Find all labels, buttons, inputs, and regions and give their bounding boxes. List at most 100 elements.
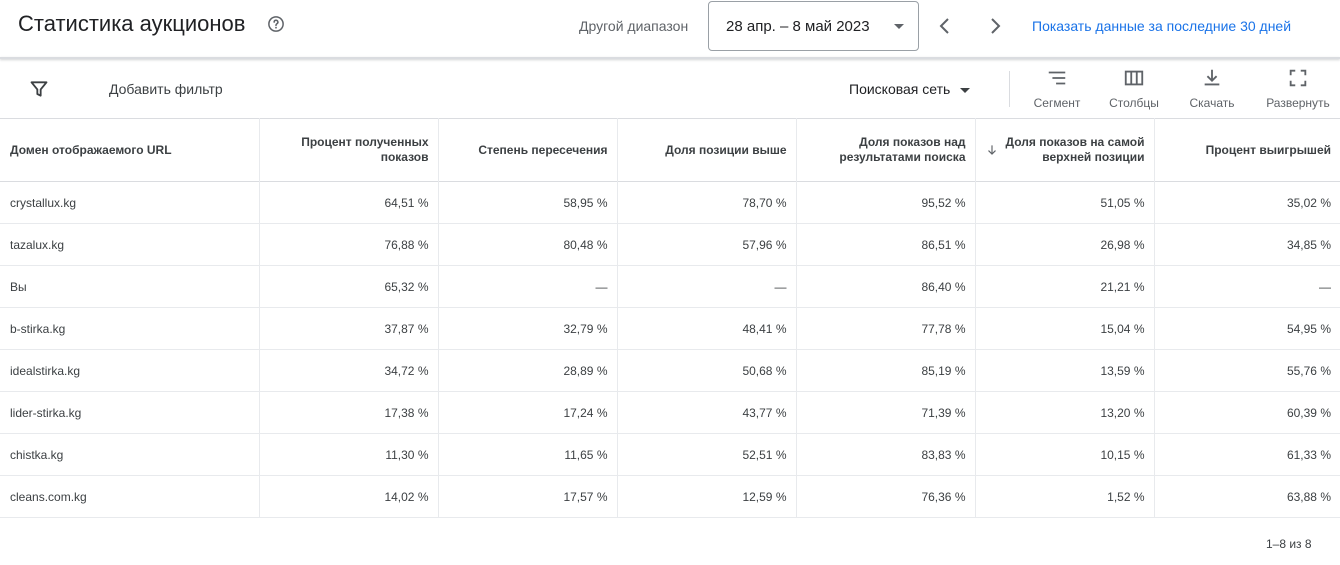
outranking-cell: 35,02 % — [1286, 195, 1331, 210]
position-above-cell: 43,77 % — [617, 391, 797, 434]
position-above-cell: 12,59 % — [617, 475, 797, 518]
outranking-cell: 63,88 % — [1286, 489, 1331, 504]
date-range-value: 28 апр. – 8 май 2023 — [726, 18, 870, 35]
expand-button[interactable]: Развернуть — [1259, 67, 1337, 110]
table-row: lider-stirka.kg 17,38 % 17,24 % 43,77 % 71,3… — [0, 391, 1340, 434]
column-header-abs-top[interactable]: Доля показов на самой верхней позиции — [975, 118, 1155, 182]
chevron-right-icon[interactable] — [983, 14, 1007, 38]
segment-icon — [1048, 71, 1066, 85]
outranking-cell: 54,95 % — [1286, 321, 1331, 336]
table-header-row: Домен отображаемого URL Процент полученн… — [0, 118, 1340, 182]
outranking-cell: — — [1319, 279, 1331, 294]
impression-share-cell: 65,32 % — [259, 265, 439, 308]
impression-share-cell: 76,88 % — [259, 223, 439, 266]
download-icon — [1204, 69, 1220, 86]
domain-cell: crystallux.kg — [0, 181, 260, 224]
network-select[interactable]: Поисковая сеть — [849, 81, 971, 97]
chevron-left-icon[interactable] — [933, 14, 957, 38]
position-above-cell: 52,51 % — [617, 433, 797, 476]
overlap-rate-cell: 32,79 % — [438, 307, 618, 350]
top-of-page-cell: 86,40 % — [796, 265, 976, 308]
segment-label: Сегмент — [1033, 96, 1081, 110]
impression-share-cell: 17,38 % — [259, 391, 439, 434]
add-filter-button[interactable]: Добавить фильтр — [109, 81, 223, 97]
filter-icon[interactable] — [29, 79, 49, 99]
overlap-rate-cell: 58,95 % — [438, 181, 618, 224]
abs-top-cell: 51,05 % — [975, 181, 1155, 224]
columns-label: Столбцы — [1109, 96, 1159, 110]
abs-top-cell: 10,15 % — [975, 433, 1155, 476]
top-of-page-cell: 95,52 % — [796, 181, 976, 224]
impression-share-cell: 34,72 % — [259, 349, 439, 392]
segment-button[interactable]: Сегмент — [1028, 67, 1086, 110]
abs-top-cell: 26,98 % — [975, 223, 1155, 266]
table-toolbar: Добавить фильтр Поисковая сеть Сегмент С… — [0, 59, 1340, 119]
toolbar-divider — [1009, 71, 1010, 107]
top-of-page-cell: 71,39 % — [796, 391, 976, 434]
domain-cell: b-stirka.kg — [0, 307, 260, 350]
download-button[interactable]: Скачать — [1183, 67, 1241, 110]
outranking-cell: 61,33 % — [1286, 447, 1331, 462]
impression-share-cell: 11,30 % — [259, 433, 439, 476]
date-range-select[interactable]: 28 апр. – 8 май 2023 — [708, 1, 919, 51]
impression-share-cell: 64,51 % — [259, 181, 439, 224]
range-label: Другой диапазон — [579, 18, 689, 34]
outranking-cell: 55,76 % — [1286, 363, 1331, 378]
column-header-impression-share[interactable]: Процент полученных показов — [259, 118, 439, 182]
impression-share-cell: 14,02 % — [259, 475, 439, 518]
top-of-page-cell: 77,78 % — [796, 307, 976, 350]
network-select-label: Поисковая сеть — [849, 81, 951, 97]
domain-cell: chistka.kg — [0, 433, 260, 476]
position-above-cell: 57,96 % — [617, 223, 797, 266]
auction-insights-table: Домен отображаемого URL Процент полученн… — [0, 118, 1340, 518]
columns-button[interactable]: Столбцы — [1104, 67, 1164, 110]
abs-top-cell: 1,52 % — [975, 475, 1155, 518]
top-of-page-cell: 85,19 % — [796, 349, 976, 392]
outranking-cell: 34,85 % — [1286, 237, 1331, 252]
pagination-info: 1–8 из 8 — [1266, 537, 1312, 551]
domain-cell: Вы — [0, 265, 260, 308]
download-label: Скачать — [1189, 96, 1235, 110]
top-of-page-cell: 83,83 % — [796, 433, 976, 476]
header-divider — [0, 57, 1340, 59]
domain-cell: idealstirka.kg — [0, 349, 260, 392]
overlap-rate-cell: 17,57 % — [438, 475, 618, 518]
page-header: Статистика аукционов Другой диапазон 28 … — [0, 0, 1340, 56]
column-header-position-above[interactable]: Доля позиции выше — [617, 118, 797, 182]
overlap-rate-cell: 28,89 % — [438, 349, 618, 392]
dropdown-caret-icon — [960, 87, 971, 93]
abs-top-cell: 21,21 % — [975, 265, 1155, 308]
abs-top-cell: 15,04 % — [975, 307, 1155, 350]
position-above-cell: 50,68 % — [617, 349, 797, 392]
top-of-page-cell: 86,51 % — [796, 223, 976, 266]
help-icon[interactable] — [267, 15, 285, 33]
overlap-rate-cell: 80,48 % — [438, 223, 618, 266]
overlap-rate-cell: — — [438, 265, 618, 308]
abs-top-cell: 13,59 % — [975, 349, 1155, 392]
domain-cell: tazalux.kg — [0, 223, 260, 266]
table-row: tazalux.kg 76,88 % 80,48 % 57,96 % 86,51 % 26… — [0, 223, 1340, 266]
column-header-top-of-page[interactable]: Доля показов над результатами поиска — [796, 118, 976, 182]
column-header-domain[interactable]: Домен отображаемого URL — [0, 118, 260, 182]
domain-cell: lider-stirka.kg — [0, 391, 260, 434]
table-row: crystallux.kg 64,51 % 58,95 % 78,70 % 95,52 … — [0, 181, 1340, 224]
table-row: idealstirka.kg 34,72 % 28,89 % 50,68 % 85,19… — [0, 349, 1340, 392]
abs-top-cell: 13,20 % — [975, 391, 1155, 434]
outranking-cell: 60,39 % — [1286, 405, 1331, 420]
expand-label: Развернуть — [1266, 96, 1330, 110]
overlap-rate-cell: 17,24 % — [438, 391, 618, 434]
arrow-down-icon — [987, 145, 996, 155]
table-row: b-stirka.kg 37,87 % 32,79 % 48,41 % 77,78 % 1… — [0, 307, 1340, 350]
dropdown-caret-icon — [894, 24, 904, 29]
column-header-overlap-rate[interactable]: Степень пересечения — [438, 118, 618, 182]
last-30-days-link[interactable]: Показать данные за последние 30 дней — [1032, 18, 1292, 34]
position-above-cell: 48,41 % — [617, 307, 797, 350]
position-above-cell: 78,70 % — [617, 181, 797, 224]
column-header-outranking[interactable]: Процент выигрышей — [1205, 142, 1331, 157]
fullscreen-icon — [1289, 69, 1307, 87]
top-of-page-cell: 76,36 % — [796, 475, 976, 518]
domain-cell: cleans.com.kg — [0, 475, 260, 518]
table-row: chistka.kg 11,30 % 11,65 % 52,51 % 83,83 % 10… — [0, 433, 1340, 476]
table-row: cleans.com.kg 14,02 % 17,57 % 12,59 % 76,36 … — [0, 475, 1340, 518]
overlap-rate-cell: 11,65 % — [438, 433, 618, 476]
